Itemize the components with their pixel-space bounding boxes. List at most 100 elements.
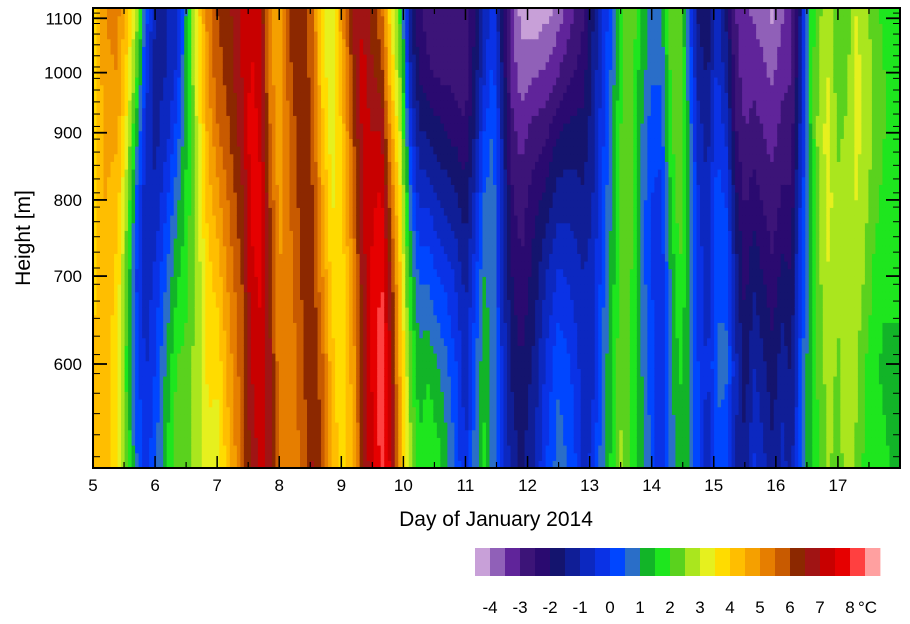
heatmap-cell bbox=[107, 284, 112, 293]
heatmap-cell bbox=[229, 23, 234, 32]
heatmap-cell bbox=[377, 307, 382, 316]
heatmap-cell bbox=[352, 8, 357, 17]
heatmap-cell bbox=[303, 61, 308, 70]
heatmap-cell bbox=[191, 107, 196, 116]
heatmap-cell bbox=[359, 399, 364, 408]
heatmap-cell bbox=[349, 123, 354, 132]
heatmap-cell bbox=[257, 437, 263, 446]
heatmap-cell bbox=[282, 38, 287, 47]
heatmap-cell bbox=[177, 383, 182, 392]
heatmap-cell bbox=[243, 314, 248, 323]
heatmap-cell bbox=[250, 23, 255, 32]
heatmap-cell bbox=[300, 184, 305, 193]
heatmap-cell bbox=[250, 253, 255, 262]
heatmap-cell bbox=[250, 422, 255, 431]
heatmap-cell bbox=[296, 138, 301, 147]
heatmap-cell bbox=[328, 460, 333, 468]
heatmap-cell bbox=[268, 115, 273, 124]
heatmap-cell bbox=[100, 107, 105, 116]
heatmap-cell bbox=[135, 291, 140, 300]
heatmap-cell bbox=[229, 84, 234, 93]
heatmap-cell bbox=[226, 146, 231, 155]
heatmap-cell bbox=[380, 23, 385, 32]
heatmap-cell bbox=[349, 284, 354, 293]
heatmap-cell bbox=[345, 429, 350, 438]
heatmap-cell bbox=[268, 100, 273, 109]
heatmap-cell bbox=[201, 61, 206, 70]
heatmap-cell bbox=[166, 199, 171, 208]
heatmap-cell bbox=[352, 353, 357, 362]
heatmap-cell bbox=[110, 414, 115, 423]
heatmap-cell bbox=[191, 69, 196, 78]
heatmap-cell bbox=[349, 61, 354, 70]
heatmap-cell bbox=[359, 330, 364, 339]
heatmap-cell bbox=[212, 146, 217, 155]
heatmap-cell bbox=[159, 61, 164, 70]
heatmap-cell bbox=[257, 284, 263, 293]
heatmap-cell bbox=[191, 84, 196, 93]
heatmap-cell bbox=[321, 130, 326, 139]
heatmap-cell bbox=[121, 77, 126, 86]
heatmap-cell bbox=[96, 23, 101, 32]
heatmap-cell bbox=[370, 268, 375, 277]
heatmap-cell bbox=[380, 38, 385, 47]
heatmap-cell bbox=[303, 38, 308, 47]
heatmap-cell bbox=[380, 215, 385, 224]
heatmap-cell bbox=[215, 107, 220, 116]
heatmap-cell bbox=[205, 429, 210, 438]
heatmap-cell bbox=[331, 330, 336, 339]
heatmap-cell bbox=[226, 238, 231, 247]
heatmap-cell bbox=[278, 345, 284, 354]
heatmap-cell bbox=[342, 8, 347, 17]
heatmap-cell bbox=[128, 437, 133, 446]
heatmap-cell bbox=[135, 330, 140, 339]
heatmap-cell bbox=[240, 169, 245, 178]
heatmap-cell bbox=[236, 299, 241, 308]
heatmap-cell bbox=[100, 222, 105, 231]
heatmap-cell bbox=[173, 130, 178, 139]
heatmap-cell bbox=[349, 376, 354, 385]
heatmap-cell bbox=[222, 253, 227, 262]
heatmap-cell bbox=[384, 391, 389, 400]
heatmap-cell bbox=[261, 383, 266, 392]
heatmap-cell bbox=[180, 322, 185, 331]
heatmap-cell bbox=[110, 337, 115, 346]
heatmap-cell bbox=[184, 146, 189, 155]
heatmap-cell bbox=[321, 345, 326, 354]
heatmap-cell bbox=[261, 460, 266, 468]
heatmap-cell bbox=[338, 422, 343, 431]
heatmap-cell bbox=[303, 169, 308, 178]
heatmap-cell bbox=[261, 77, 266, 86]
heatmap-cell bbox=[208, 261, 213, 270]
heatmap-cell bbox=[222, 100, 227, 109]
heatmap-cell bbox=[300, 299, 305, 308]
heatmap-cell bbox=[100, 299, 105, 308]
heatmap-cell bbox=[380, 153, 385, 162]
heatmap-cell bbox=[250, 284, 255, 293]
heatmap-cell bbox=[356, 452, 361, 461]
heatmap-cell bbox=[363, 184, 368, 193]
heatmap-cell bbox=[229, 130, 234, 139]
heatmap-cell bbox=[352, 322, 357, 331]
heatmap-cell bbox=[328, 345, 333, 354]
heatmap-cell bbox=[331, 391, 336, 400]
heatmap-cell bbox=[247, 414, 252, 423]
heatmap-cell bbox=[212, 54, 217, 63]
heatmap-cell bbox=[310, 161, 315, 170]
heatmap-cell bbox=[377, 184, 382, 193]
heatmap-cell bbox=[222, 192, 227, 201]
heatmap-cell bbox=[215, 429, 220, 438]
heatmap-cell bbox=[271, 452, 277, 461]
heatmap-cell bbox=[201, 207, 206, 216]
heatmap-cell bbox=[198, 345, 203, 354]
heatmap-cell bbox=[96, 238, 101, 247]
heatmap-cell bbox=[380, 130, 385, 139]
heatmap-cell bbox=[93, 8, 98, 17]
heatmap-cell bbox=[293, 130, 298, 139]
heatmap-cell bbox=[208, 92, 213, 101]
heatmap-cell bbox=[317, 330, 322, 339]
heatmap-cell bbox=[173, 437, 178, 446]
heatmap-cell bbox=[264, 192, 270, 201]
heatmap-cell bbox=[303, 399, 308, 408]
heatmap-cell bbox=[138, 268, 143, 277]
